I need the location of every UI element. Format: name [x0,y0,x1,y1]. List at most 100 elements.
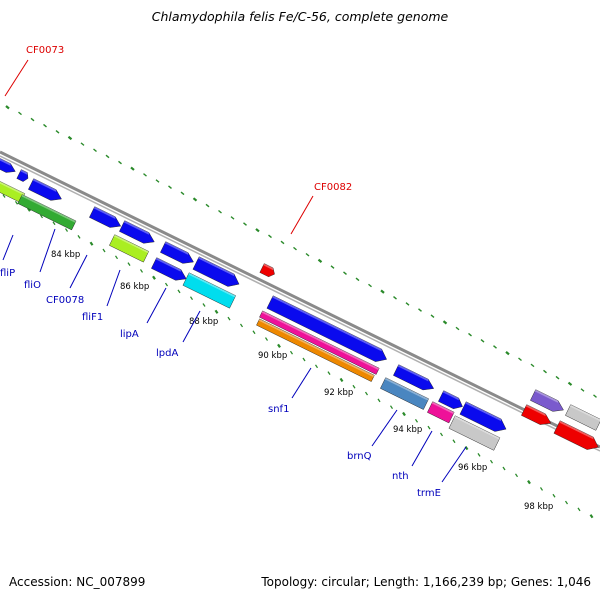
tick-dot [164,282,169,287]
tick-dot [402,411,406,417]
tick-dot [30,117,35,122]
tick-dot [5,105,10,110]
kbp-tick-label: 86 kbp [120,282,149,292]
gene-arrow [438,390,463,410]
gene-arrow [553,420,599,450]
tick-dot [227,316,231,321]
tick-dot [505,351,510,356]
gene-label-line [146,287,167,324]
tick-dot [552,493,556,498]
map-title: Chlamydophila felis Fe/C-56, complete ge… [151,9,449,24]
backbone-line-inner [0,155,600,452]
gene-arrow [28,178,62,201]
gene-arrow [266,295,387,362]
tick-dot [102,248,106,253]
tick-dot [243,222,247,226]
tick-dot [268,234,272,239]
tick-dot [427,425,431,430]
tick-dot [14,200,19,205]
tick-dot [139,269,144,273]
tick-dot [114,255,119,260]
tick-dot [18,111,22,116]
callout-label: CF0073 [26,45,64,56]
gene-label: trmE [417,488,441,499]
tick-dot [377,398,381,403]
tick-dot [152,275,156,280]
tick-dot [277,343,281,348]
tick-dot [289,350,294,355]
labels-layer: CF0073 CF0082 84 kbp 86 kbp 88 kbp 90 kbp 92 k… [0,45,553,512]
tick-dot [493,345,497,349]
tick-dot [452,439,456,444]
tick-dot [180,191,185,196]
gene-label-line [39,228,56,273]
gene-arrow [109,234,150,263]
tick-dot [168,185,172,189]
tick-dot [77,235,81,239]
tick-dot [39,214,44,219]
tick-dot [252,330,256,335]
gene-label: lipA [120,329,139,340]
gene-label: brnQ [347,451,372,462]
tick-dot [127,262,131,266]
gene-arrow [393,364,435,391]
tick-dot [192,197,198,202]
tick-dot [414,418,419,423]
gene-label: CF0078 [46,295,84,306]
kbp-tick-label: 94 kbp [393,425,422,435]
tick-dot [477,453,481,457]
tick-dot [264,337,269,341]
kbp-tick-label: 92 kbp [324,388,353,398]
tick-dot [564,500,569,505]
kbp-tick-label: 88 kbp [189,317,218,327]
gene-label: fliP [0,268,15,279]
tick-dot [89,241,94,246]
gene-label: lpdA [156,348,178,359]
topology-text: Topology: circular; Length: 1,166,239 bp… [261,575,591,589]
gene-features [0,155,600,451]
tick-dot [327,371,331,375]
gene-label-line [291,367,312,399]
gene-arrow [16,169,29,182]
gene-arrow [160,241,194,264]
gene-arrow [0,155,16,173]
tick-dot [155,179,160,183]
gene-arrow [89,206,122,228]
tick-dot [80,142,85,146]
tick-dot [143,173,147,177]
gene-label: nth [392,471,409,482]
gene-arrow [151,257,187,281]
backbone-line-outer [0,150,600,449]
gene-arrow [192,256,240,287]
kbp-tick-label: 84 kbp [51,250,80,260]
tick-dot [330,265,335,269]
tick-dot [230,216,235,220]
tick-dot [177,289,181,294]
gene-label-line [69,254,88,289]
tick-dot [343,271,347,275]
tick-dot [368,283,372,288]
gene-arrow [182,272,237,309]
tick-dot [405,302,410,306]
tick-dot [118,160,122,165]
tick-dot [543,369,547,374]
tick-dot [317,258,323,264]
tick-dot [502,466,506,471]
tick-dot [514,473,519,478]
gene-label-line [441,446,467,483]
gene-label-line [106,269,121,307]
tick-dot [530,363,535,368]
tick-dot [64,228,69,232]
tick-dot [442,320,448,325]
tick-dot [480,339,485,343]
tick-dot [355,277,360,282]
gene-arrow [259,263,275,278]
gene-arrow [565,404,600,431]
tick-dot [43,123,47,128]
gene-arrow [530,389,564,412]
tick-dot [589,514,594,519]
gene-arrow [459,401,507,432]
tick-dot [380,289,385,294]
gene-label: fliO [24,280,41,291]
